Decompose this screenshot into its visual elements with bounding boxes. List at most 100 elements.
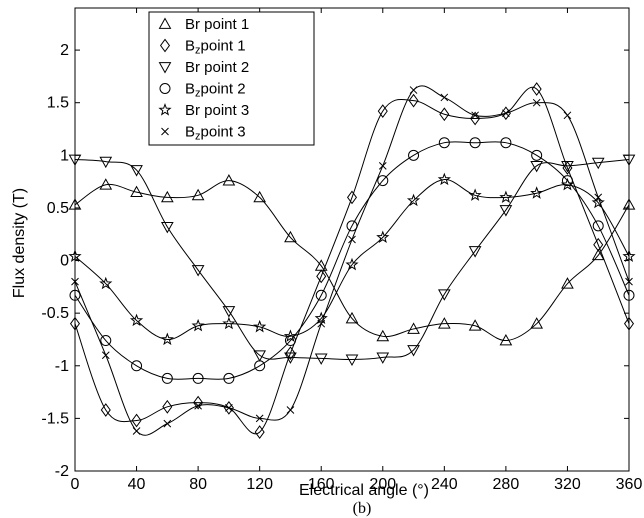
data-point	[530, 317, 544, 329]
data-point	[160, 221, 174, 234]
x-tick-label: 120	[246, 476, 273, 493]
data-point	[191, 188, 205, 201]
data-point	[468, 188, 482, 201]
data-point	[162, 399, 173, 414]
legend-entry: Bzpoint 1	[159, 38, 246, 57]
legend-label: Bzpoint 3	[185, 124, 246, 143]
data-point	[563, 111, 572, 120]
data-point	[376, 230, 390, 244]
data-point	[346, 190, 358, 205]
legend-entry: Bzpoint 3	[161, 124, 246, 143]
legend: Br point 1 Bzpoint 1 Br point 2 Bzpoint 2 Br…	[148, 11, 315, 146]
data-point	[253, 319, 267, 333]
data-point	[530, 186, 544, 199]
x-tick-label: 320	[554, 476, 581, 493]
data-point	[345, 354, 359, 366]
data-point	[286, 406, 295, 414]
data-point	[438, 137, 450, 149]
data-point	[409, 86, 418, 94]
series-3	[68, 154, 636, 366]
data-point	[100, 403, 111, 417]
data-point	[317, 319, 326, 328]
data-point	[222, 316, 236, 330]
legend-label: Br point 1	[185, 16, 249, 33]
series-line	[74, 159, 630, 360]
data-point	[161, 372, 173, 384]
y-tick-label: 2	[60, 42, 69, 59]
legend-marker	[159, 83, 171, 94]
x-tick-label: 360	[616, 476, 643, 493]
data-point	[376, 329, 390, 342]
data-point	[345, 257, 359, 271]
data-point	[468, 319, 482, 331]
data-point	[499, 333, 513, 346]
data-point	[225, 404, 233, 412]
y-tick-label: 1.5	[47, 95, 69, 112]
data-point	[130, 165, 143, 177]
legend-label: Bzpoint 2	[185, 81, 246, 100]
y-tick-label: -0.5	[41, 305, 69, 322]
data-point	[193, 395, 204, 410]
axes: 0 40 80 120 160 200 240 280 320 360 -2 -1.5 -1 -0.5 0 0…	[41, 7, 643, 493]
data-point	[470, 111, 481, 126]
data-point	[469, 137, 481, 149]
data-point	[348, 235, 356, 244]
legend-label: Br point 2	[185, 59, 249, 76]
x-axis-title: Electrical angle (°)	[299, 482, 429, 499]
data-point	[561, 175, 573, 187]
data-point	[408, 93, 419, 108]
data-point	[560, 177, 575, 191]
data-point	[316, 269, 327, 284]
legend-box	[148, 11, 315, 146]
legend-marker	[161, 127, 169, 136]
y-tick-label: 0.5	[47, 200, 69, 217]
legend-label: Bzpoint 1	[185, 38, 246, 57]
data-point	[437, 317, 451, 329]
data-point	[499, 205, 513, 217]
data-point	[99, 178, 113, 190]
y-axis-title: Flux density (T)	[11, 188, 28, 298]
data-point	[499, 190, 513, 204]
data-point	[532, 98, 541, 107]
data-point	[314, 353, 328, 365]
data-point	[591, 195, 605, 209]
data-point	[437, 289, 451, 301]
series-line	[74, 180, 630, 342]
data-point	[191, 318, 205, 332]
data-point	[284, 230, 297, 243]
y-tick-label: -1	[55, 358, 69, 375]
legend-marker	[158, 62, 172, 74]
data-point	[191, 265, 205, 277]
data-point	[131, 360, 143, 372]
y-tick-label: -1.5	[41, 410, 69, 427]
x-tick-label: 0	[71, 476, 80, 493]
data-point	[284, 335, 296, 347]
data-point	[100, 335, 112, 347]
data-point	[160, 332, 174, 346]
series-line	[74, 86, 630, 435]
data-point	[376, 352, 390, 364]
data-point	[500, 137, 512, 149]
data-point	[407, 322, 420, 334]
legend-entry: Br point 1	[158, 16, 249, 33]
series-5	[68, 172, 636, 346]
series-1	[68, 174, 636, 346]
data-point	[223, 372, 235, 384]
plot-frame	[74, 7, 630, 472]
data-point	[345, 311, 359, 324]
data-point	[160, 190, 174, 203]
legend-label: Br point 3	[185, 102, 249, 119]
data-point	[253, 190, 267, 203]
data-point	[284, 352, 297, 364]
series-6	[71, 85, 633, 436]
data-point	[592, 220, 604, 232]
data-point	[440, 93, 449, 102]
figure-caption: (b)	[353, 500, 372, 517]
y-tick-label: 0	[60, 253, 69, 270]
data-point	[194, 401, 202, 410]
data-point	[594, 193, 603, 202]
legend-entry: Br point 3	[158, 102, 249, 119]
data-point	[253, 350, 267, 362]
legend-entry: Bzpoint 2	[159, 81, 246, 100]
